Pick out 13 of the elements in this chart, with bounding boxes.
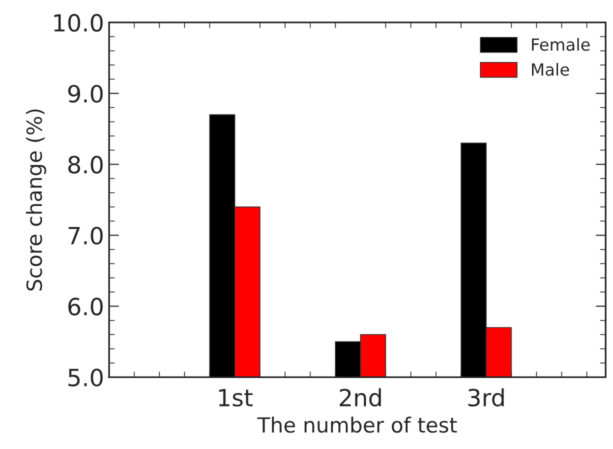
y-tick-label: 6.0	[68, 298, 103, 316]
y-tick-label: 9.0	[68, 84, 103, 103]
y-axis-title: Score change (%)	[26, 109, 46, 291]
x-tick-label: 3rd	[468, 388, 504, 407]
x-tick-label: 1st	[219, 389, 253, 407]
y-tick-label: 5.0	[68, 368, 103, 386]
x-axis-title: The number of test	[257, 416, 457, 433]
legend-label: Female	[532, 38, 590, 51]
y-tick-label: 8.0	[68, 156, 103, 174]
y-tick-label: 7.0	[68, 226, 103, 245]
legend-label: Male	[532, 62, 569, 76]
x-tick-label: 2nd	[340, 388, 381, 407]
y-tick-label: 10.0	[54, 14, 103, 32]
